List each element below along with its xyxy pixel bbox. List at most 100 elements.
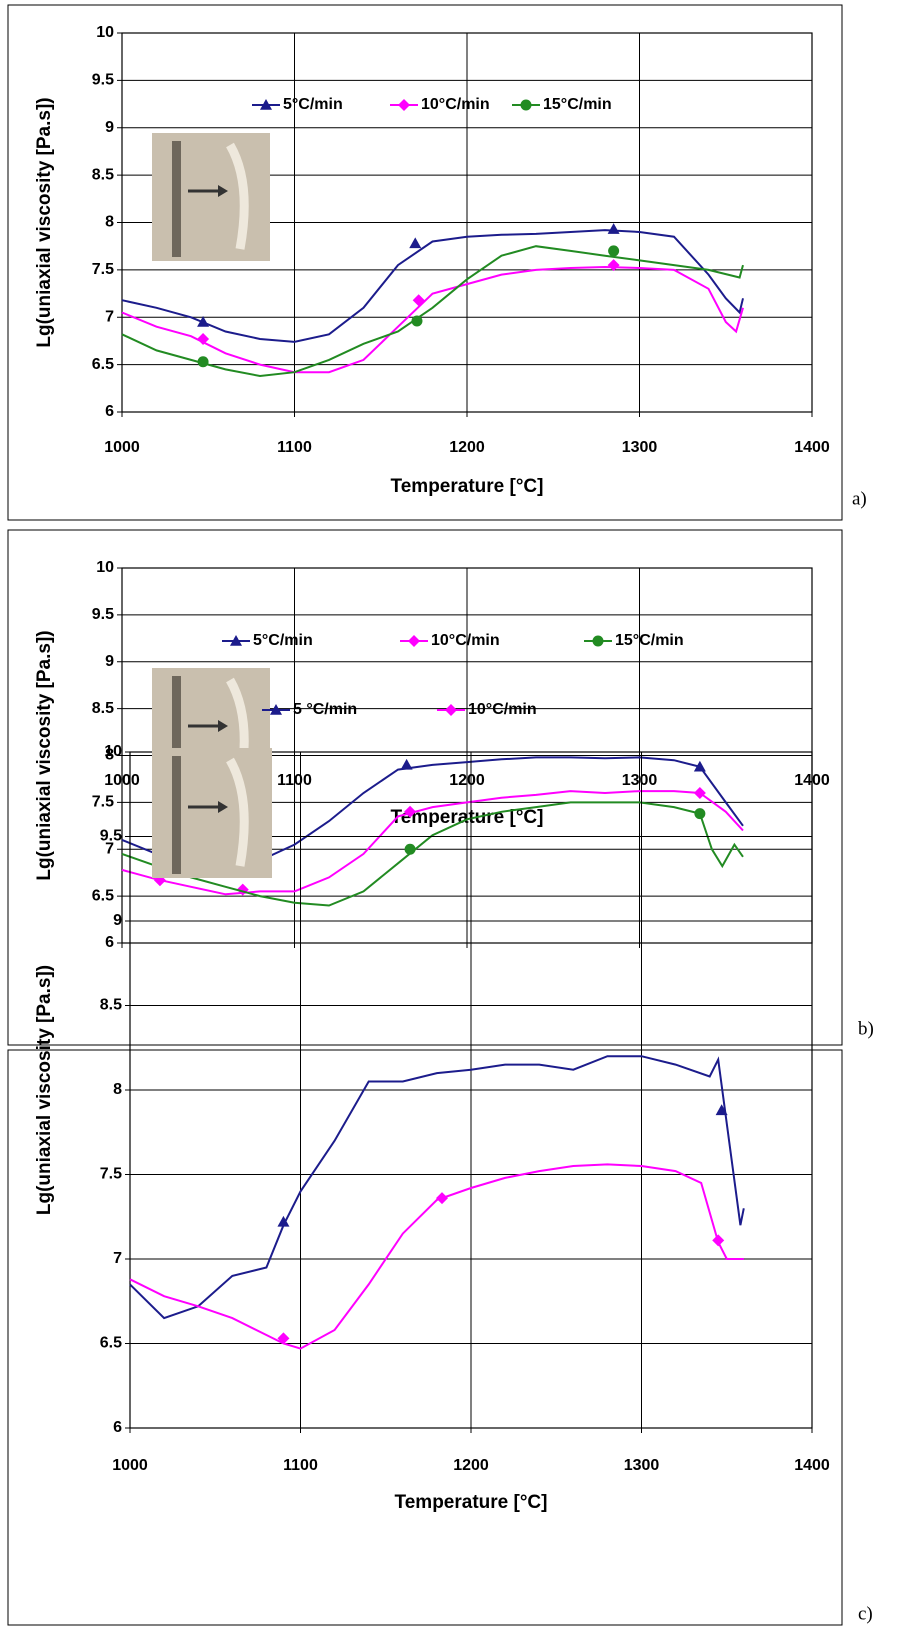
panel-label: b) [858,1018,874,1039]
plot-frame [129,751,813,1429]
y-tick-label: 6.5 [92,887,114,904]
inset-photo [152,748,272,878]
y-tick-label: 10 [96,559,114,576]
y-tick-label: 9 [105,119,114,136]
y-tick-label: 7 [105,308,114,325]
legend-label: 15°C/min [543,96,612,113]
x-tick-label: 1000 [112,1457,148,1474]
panel-frame [7,529,843,1046]
x-tick-label: 1300 [622,439,658,456]
marker [197,356,209,368]
legend-label: 5°C/min [253,632,313,649]
marker [445,704,457,716]
panel-label: a) [852,488,867,509]
marker [607,223,620,234]
y-tick-label: 6 [113,1419,122,1436]
y-tick-label: 8.5 [92,166,114,183]
data-line [121,229,744,343]
y-axis-title: Lg(uniaxial viscosity [Pa.s]) [34,97,55,347]
marker [404,805,417,818]
arrow-head [218,801,228,813]
data-line [121,245,744,378]
marker [404,843,416,855]
y-tick-label: 9 [113,912,122,929]
y-tick-label: 9.5 [92,72,114,89]
marker [412,294,425,307]
marker [197,315,210,327]
inset-photo [152,133,270,261]
y-tick-label: 7.5 [92,261,114,278]
marker [693,787,706,799]
y-tick-label: 9.5 [100,828,122,845]
legend-label: 5 °C/min [293,701,357,718]
y-tick-label: 7.5 [100,1166,122,1183]
marker [411,315,423,327]
marker [270,704,282,715]
arrow-head [218,720,228,732]
marker [277,1332,290,1345]
y-tick-label: 8 [105,747,114,764]
y-tick-label: 9.5 [92,606,114,623]
legend-label: 15°C/min [615,632,684,649]
marker [408,635,420,647]
y-tick-label: 6.5 [100,1335,122,1352]
panel-frame [7,1049,843,1626]
marker [230,635,242,646]
marker [277,1215,290,1227]
legend-label: 10°C/min [431,632,500,649]
y-tick-label: 9 [105,653,114,670]
marker [260,99,272,110]
y-axis-title: Lg(uniaxial viscosity [Pa.s]) [34,630,55,880]
marker [693,760,706,772]
x-tick-label: 1100 [277,439,312,456]
marker [712,1234,725,1247]
straight-rod [172,676,181,792]
marker [592,635,604,647]
x-axis-title: Temperature [°C] [391,476,544,497]
panel-label: c) [858,1603,873,1624]
bent-rod [226,757,249,867]
y-tick-label: 6 [105,403,114,420]
marker [608,245,620,257]
marker [400,758,413,770]
x-tick-label: 1300 [622,772,658,789]
y-tick-label: 8 [113,1081,122,1098]
data-line [129,1163,744,1350]
x-axis-title: Temperature [°C] [395,1492,548,1513]
data-line [129,1055,745,1320]
marker [409,237,422,249]
x-tick-label: 1200 [453,1457,489,1474]
legend-label: 10°C/min [421,96,490,113]
y-tick-label: 8.5 [92,700,114,717]
data-line [121,265,744,374]
plot-frame [121,32,813,413]
y-tick-label: 10 [96,24,114,41]
marker [715,1104,728,1116]
x-tick-label: 1000 [104,439,140,456]
x-tick-label: 1100 [283,1457,318,1474]
panel-frame [7,4,843,521]
marker [436,1192,449,1205]
marker [694,808,706,820]
x-tick-label: 1200 [449,439,485,456]
legend-label: 10°C/min [468,701,537,718]
x-tick-label: 1400 [794,439,830,456]
x-tick-label: 1200 [449,772,485,789]
marker [607,259,620,272]
legend-label: 5°C/min [283,96,343,113]
data-line [121,790,744,896]
y-tick-label: 6 [105,934,114,951]
x-tick-label: 1100 [277,772,312,789]
y-axis-title: Lg(uniaxial viscosity [Pa.s]) [34,965,55,1215]
straight-rod [172,141,181,257]
bent-rod [226,142,249,250]
marker [520,99,532,111]
y-tick-label: 7 [113,1250,122,1267]
marker [398,99,410,111]
straight-rod [172,756,181,874]
y-tick-label: 8 [105,214,114,231]
x-tick-label: 1400 [794,1457,830,1474]
y-tick-label: 7.5 [92,794,114,811]
data-line [121,801,744,907]
